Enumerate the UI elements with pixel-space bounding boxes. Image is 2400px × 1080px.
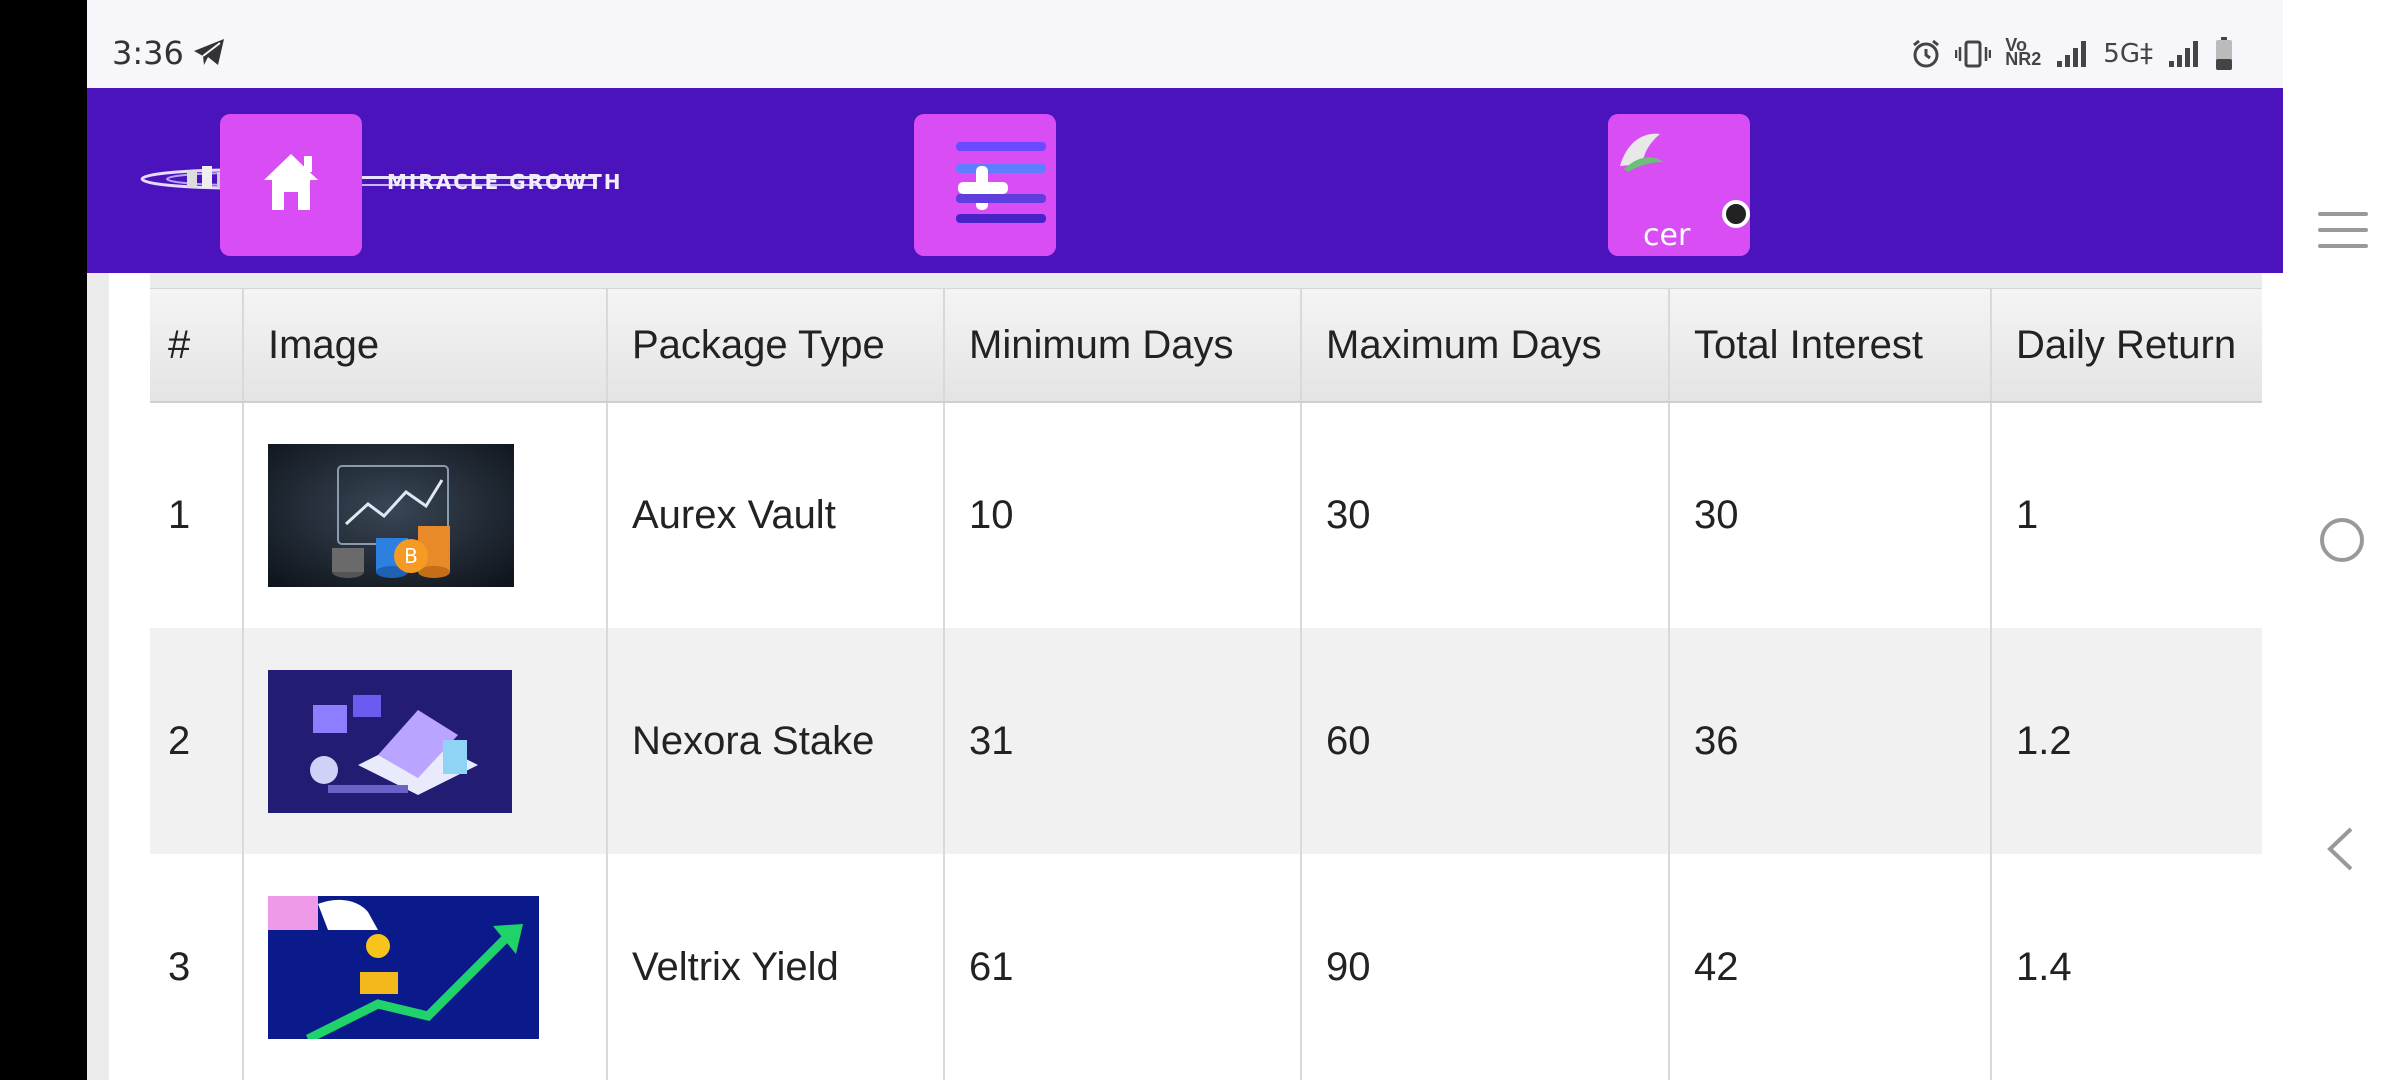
online-status-dot	[1722, 200, 1750, 228]
left-bezel	[0, 0, 87, 1080]
row-daily-return: 1	[2016, 493, 2039, 537]
telegram-icon	[194, 39, 224, 65]
table-row: 2 Nexora Stake	[150, 628, 2262, 854]
row-minimum-days: 31	[944, 628, 1302, 854]
user-name-label: cer	[1643, 218, 1691, 253]
vonr-label-top: Vo	[2005, 35, 2027, 55]
home-icon	[264, 154, 318, 210]
table-top-strip	[150, 273, 2262, 289]
row-total-interest: 36	[1669, 628, 1992, 854]
row-minimum-days: 10	[944, 402, 1302, 628]
recent-apps-icon[interactable]	[2318, 212, 2368, 248]
row-maximum-days: 30	[1301, 402, 1670, 628]
row-image-cell: B	[243, 402, 608, 628]
status-time: 3:36	[112, 34, 184, 72]
row-daily-return: 1.4	[2016, 944, 2072, 989]
vibrate-icon	[1955, 38, 1992, 70]
menu-toggle-button[interactable]	[914, 114, 1056, 256]
row-package-type: Veltrix Yield	[607, 854, 945, 1080]
growth-arrow-coin-image	[268, 895, 539, 1039]
status-icons: Vo NR2 5G‡	[1911, 35, 2233, 70]
signal-icon-2	[2167, 38, 2201, 70]
table-row: 1 B Aurex Vault	[150, 402, 2262, 628]
alarm-icon	[1911, 38, 1941, 70]
menu-lines-icon	[956, 142, 1046, 223]
header-image: Image	[243, 289, 608, 403]
signal-icon	[2055, 38, 2089, 70]
header-package-type: Package Type	[607, 289, 945, 403]
vonr-icon: Vo NR2	[2005, 35, 2042, 70]
system-navigation-bar	[2283, 0, 2400, 1080]
header-daily-return: Daily Return	[1991, 289, 2262, 403]
vonr-label-bottom: NR2	[2005, 49, 2042, 69]
app-screen: 3:36 Vo NR2 5G‡	[87, 0, 2283, 1080]
row-total-interest: 42	[1669, 854, 1992, 1080]
packages-table-container[interactable]: # Image Package Type Minimum Days Maximu…	[150, 273, 2262, 1080]
home-button[interactable]	[220, 114, 362, 256]
packages-table: # Image Package Type Minimum Days Maximu…	[150, 289, 2262, 1080]
row-number: 3	[150, 854, 244, 1080]
row-package-type: Aurex Vault	[607, 402, 945, 628]
logo-text: MIRACLE GROWTH	[387, 170, 623, 194]
header-total-interest: Total Interest	[1669, 289, 1992, 403]
app-header	[87, 88, 2283, 273]
table-header-row: # Image Package Type Minimum Days Maximu…	[150, 289, 2262, 403]
row-number: 1	[150, 402, 244, 628]
user-avatar-icon	[1620, 133, 1664, 172]
user-profile-button[interactable]: cer	[1608, 114, 1750, 256]
back-icon[interactable]	[2325, 826, 2355, 872]
table-row: 3 Veltrix Yield 61	[150, 854, 2262, 1080]
row-maximum-days: 90	[1301, 854, 1670, 1080]
row-daily-return: 1.2	[1991, 628, 2262, 854]
row-total-interest: 30	[1669, 402, 1992, 628]
header-maximum-days: Maximum Days	[1301, 289, 1670, 403]
header-number: #	[150, 289, 244, 403]
svg-text:B: B	[404, 544, 418, 568]
battery-icon	[2215, 37, 2233, 70]
status-bar: 3:36 Vo NR2 5G‡	[87, 0, 2283, 88]
content-edge	[87, 273, 109, 1080]
row-maximum-days: 60	[1301, 628, 1670, 854]
row-minimum-days: 61	[944, 854, 1302, 1080]
header-minimum-days: Minimum Days	[944, 289, 1302, 403]
row-package-type: Nexora Stake	[607, 628, 945, 854]
row-number: 2	[150, 628, 244, 854]
row-image-cell	[243, 628, 608, 854]
row-image-cell	[243, 854, 608, 1080]
isometric-laptop-crypto-image	[268, 669, 512, 813]
home-circle-icon[interactable]	[2318, 516, 2366, 564]
crypto-chart-coins-image: B	[268, 444, 514, 587]
5g-icon: 5G‡	[2103, 39, 2153, 69]
